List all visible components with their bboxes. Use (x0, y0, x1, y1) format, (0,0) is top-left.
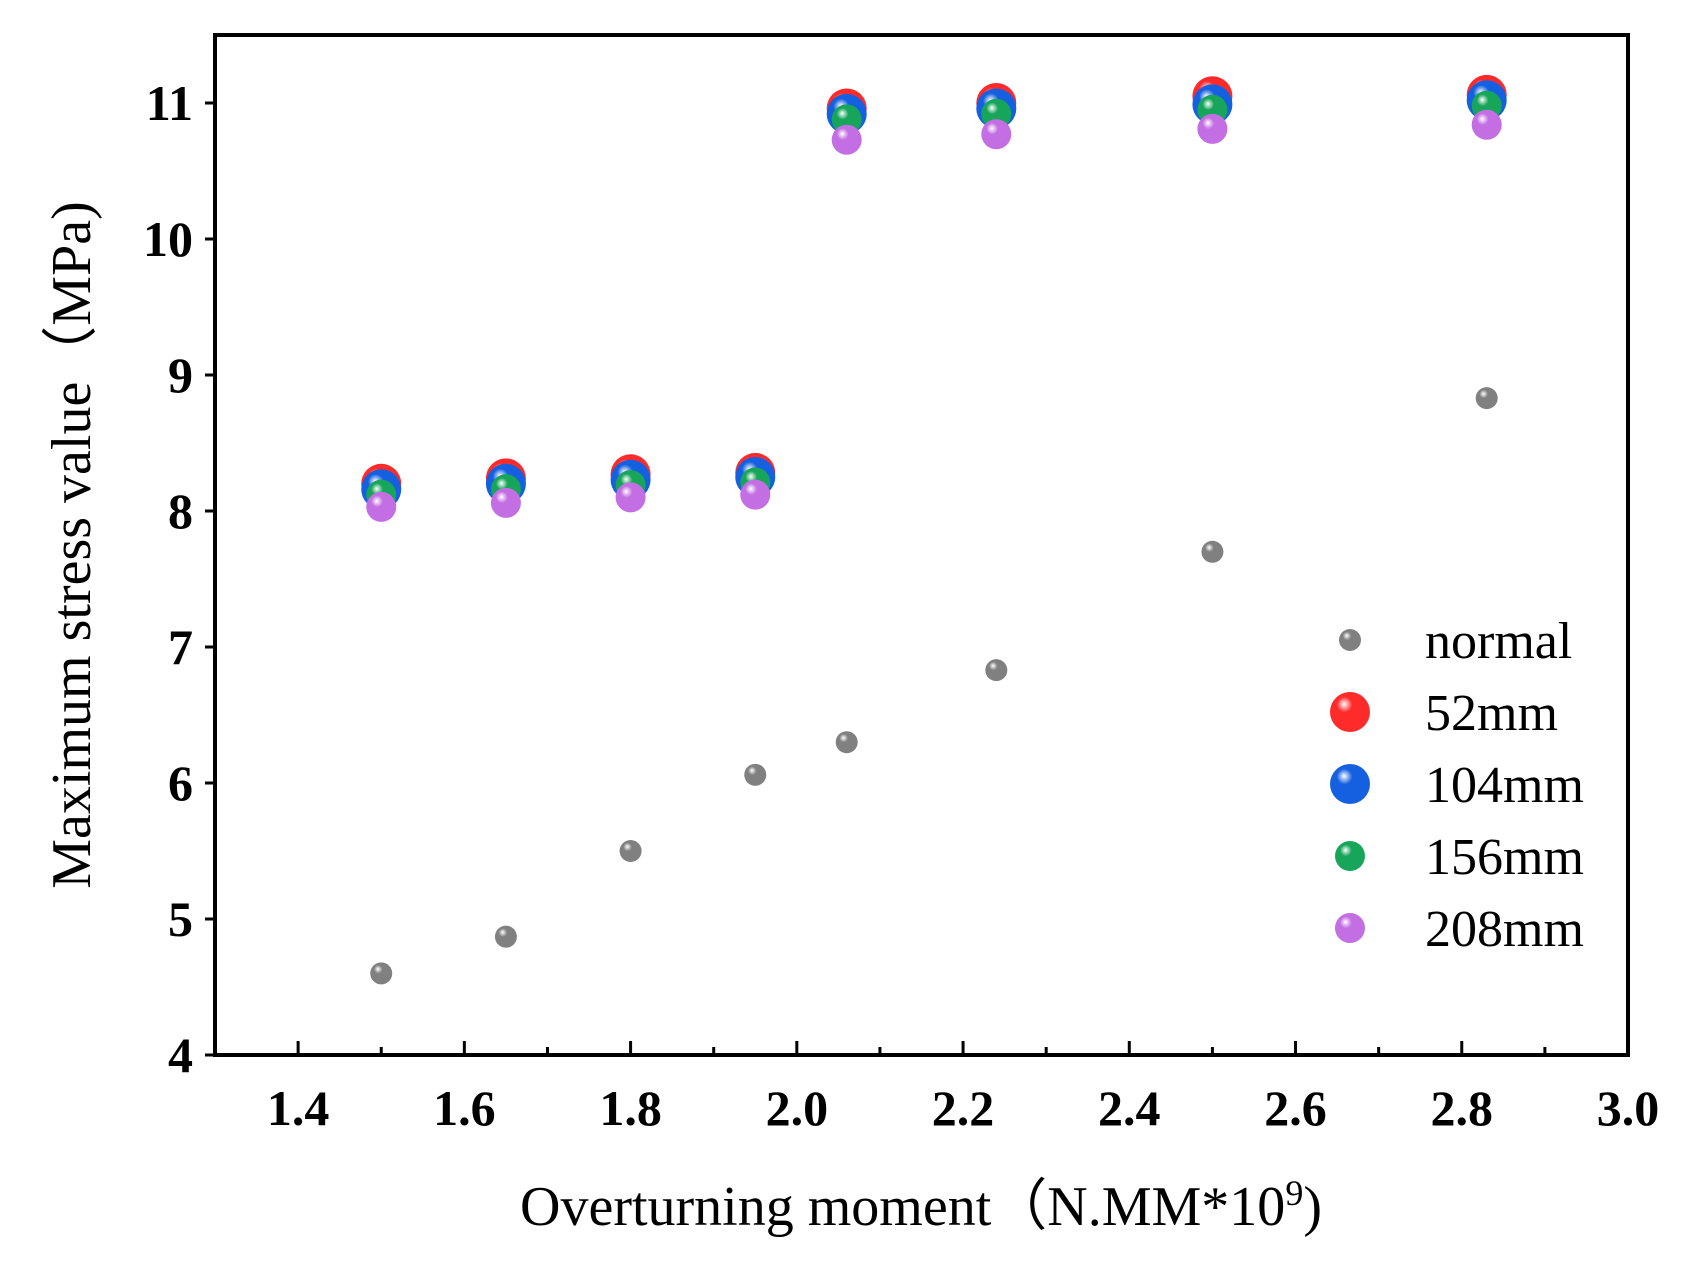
tick-labels: 1.4 1.6 1.8 2.0 2.2 2.4 2.6 2.8 3.0 4 5 6 7 8 9 10 11 (143, 75, 1659, 1136)
legend-label-52mm: 52mm (1425, 685, 1558, 742)
x-tick-label: 1.6 (433, 1080, 496, 1136)
x-tick-label: 2.4 (1098, 1080, 1161, 1136)
legend-marker-156mm (1335, 841, 1365, 871)
point-normal-3: normal: (1.95, 6.06) (744, 763, 767, 786)
point-normal-4: normal: (2.06, 6.3) (835, 731, 858, 754)
x-axis-title-exponent: 9 (1285, 1173, 1303, 1213)
y-tick-label: 9 (168, 347, 193, 403)
point-208mm-1: 208mm: (1.65, 8.06) (490, 487, 521, 518)
axis-ticks (205, 101, 1630, 1057)
x-tick-label: 2.8 (1431, 1080, 1494, 1136)
x-tick-label: 2.0 (766, 1080, 829, 1136)
point-208mm-0: 208mm: (1.5, 8.03) (366, 491, 397, 522)
legend-marker-104mm (1330, 764, 1370, 804)
y-axis-title: Maximum stress value（MPa) (41, 201, 103, 888)
y-tick-label: 4 (168, 1027, 193, 1083)
y-tick-label: 6 (168, 755, 193, 811)
y-tick-label: 5 (168, 891, 193, 947)
data-points: normal: (1.5, 4.6) normal: (1.65, 4.87) no… (361, 74, 1507, 985)
point-normal-2: normal: (1.8, 5.5) (619, 840, 642, 862)
x-axis-title-close: ) (1303, 1176, 1322, 1238)
point-208mm-5: 208mm: (2.24, 10.77) (981, 119, 1012, 150)
point-208mm-6: 208mm: (2.5, 10.81) (1197, 113, 1228, 144)
point-208mm-2: 208mm: (1.8, 8.1) (615, 482, 646, 513)
y-tick-label: 8 (168, 483, 193, 539)
x-tick-label: 3.0 (1597, 1080, 1660, 1136)
y-tick-label: 11 (146, 75, 193, 131)
x-axis-title-main: Overturning moment（N.MM*10 (520, 1176, 1285, 1238)
x-tick-label: 1.4 (267, 1080, 330, 1136)
legend-label-156mm: 156mm (1425, 829, 1584, 886)
legend-label-208mm: 208mm (1425, 901, 1584, 958)
x-axis-title: Overturning moment（N.MM*109) (520, 1173, 1322, 1238)
point-normal-7: normal: (2.83, 8.83) (1475, 387, 1498, 410)
legend-label-normal: normal (1425, 613, 1572, 670)
x-tick-label: 1.8 (599, 1080, 662, 1136)
point-208mm-4: 208mm: (2.06, 10.73) (831, 124, 862, 155)
legend-marker-52mm (1330, 692, 1370, 732)
point-normal-6: normal: (2.5, 7.7) (1201, 540, 1224, 563)
y-tick-label: 10 (143, 211, 193, 267)
point-normal-0: normal: (1.5, 4.6) (370, 962, 393, 985)
point-208mm-7: 208mm: (2.83, 10.84) (1471, 109, 1502, 140)
point-normal-5: normal: (2.24, 6.83) (985, 659, 1008, 682)
legend-marker-normal (1339, 629, 1361, 651)
point-208mm-3: 208mm: (1.95, 8.12) (740, 479, 771, 510)
legend: normal 52mm 104mm 156mm 208mm (1330, 613, 1584, 958)
legend-marker-208mm (1335, 913, 1365, 943)
x-tick-label: 2.6 (1264, 1080, 1327, 1136)
point-normal-1: normal: (1.65, 4.87) (494, 925, 517, 948)
x-tick-label: 2.2 (932, 1080, 995, 1136)
legend-label-104mm: 104mm (1425, 757, 1584, 814)
plot-frame (213, 33, 1630, 1057)
y-tick-label: 7 (168, 619, 193, 675)
